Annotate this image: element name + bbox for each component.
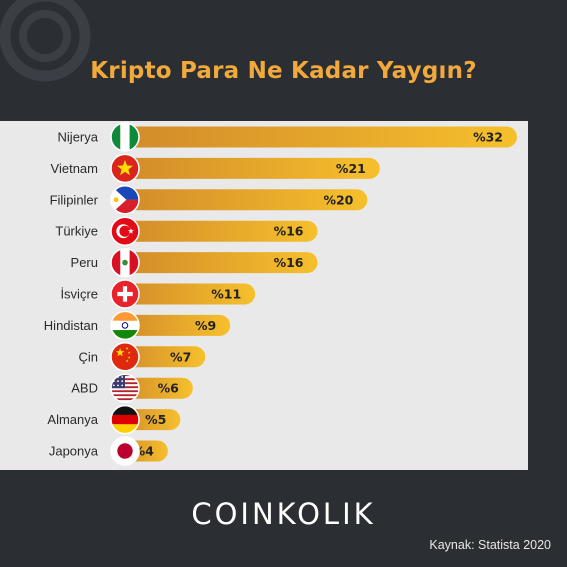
category-label: Peru (71, 255, 98, 270)
bar-1 (118, 157, 380, 179)
bar-value-label: %5 (145, 412, 166, 427)
bar-row: %7 Çin (78, 342, 206, 372)
bar-value-label: %32 (473, 130, 503, 145)
bar-value-label: %16 (274, 255, 304, 270)
usa-flag-icon (110, 373, 140, 403)
category-label: Vietnam (51, 161, 98, 176)
category-label: Japonya (49, 444, 99, 459)
bar-2 (118, 189, 368, 211)
bar-6 (118, 314, 231, 336)
bar-row: %20 Filipinler (50, 185, 368, 215)
chart-panel (0, 121, 528, 470)
source-note: Kaynak: Statista 2020 (429, 538, 551, 552)
bar-value-label: %6 (158, 381, 180, 396)
bar-row: %32 Nijerya (58, 122, 517, 152)
bar-value-label: %7 (170, 349, 191, 364)
germany-flag-icon (110, 404, 140, 435)
bar-row: %11 İsviçre (60, 279, 256, 309)
bar-row: %16 Peru (71, 247, 318, 278)
philippines-flag-icon (110, 185, 140, 215)
bar-row: %5 Almanya (47, 404, 181, 435)
japan-flag-icon (110, 436, 140, 466)
bar-row: %9 Hindistan (44, 310, 231, 341)
bar-value-label: %20 (323, 192, 353, 207)
bar-0 (118, 126, 517, 148)
bar-value-label: %21 (336, 161, 366, 176)
peru-flag-icon (110, 247, 140, 278)
bar-7 (118, 346, 206, 368)
switzerland-flag-icon (110, 279, 140, 309)
bar-row: %6 ABD (71, 373, 193, 403)
category-label: Filipinler (50, 192, 99, 207)
turkey-flag-icon (110, 216, 140, 246)
bar-value-label: %9 (195, 318, 216, 333)
bar-4 (118, 252, 318, 274)
brand-logo: COINKOLIK (191, 497, 376, 531)
category-label: Hindistan (44, 318, 98, 333)
china-flag-icon (110, 342, 140, 372)
india-flag-icon (110, 310, 140, 341)
bar-value-label: %11 (211, 287, 241, 302)
category-label: Almanya (47, 412, 98, 427)
bar-row: %21 Vietnam (51, 153, 380, 184)
bar-row: %16 Türkiye (55, 216, 318, 246)
bar-value-label: %16 (274, 224, 304, 239)
category-label: İsviçre (60, 287, 98, 302)
vietnam-flag-icon (110, 153, 140, 184)
chart-title: Kripto Para Ne Kadar Yaygın? (90, 58, 477, 84)
category-label: Çin (78, 349, 98, 364)
nigeria-flag-icon (110, 122, 140, 152)
bar-3 (118, 220, 318, 242)
category-label: ABD (71, 381, 98, 396)
bar-5 (118, 283, 256, 305)
category-label: Türkiye (55, 224, 98, 239)
category-label: Nijerya (58, 130, 99, 145)
